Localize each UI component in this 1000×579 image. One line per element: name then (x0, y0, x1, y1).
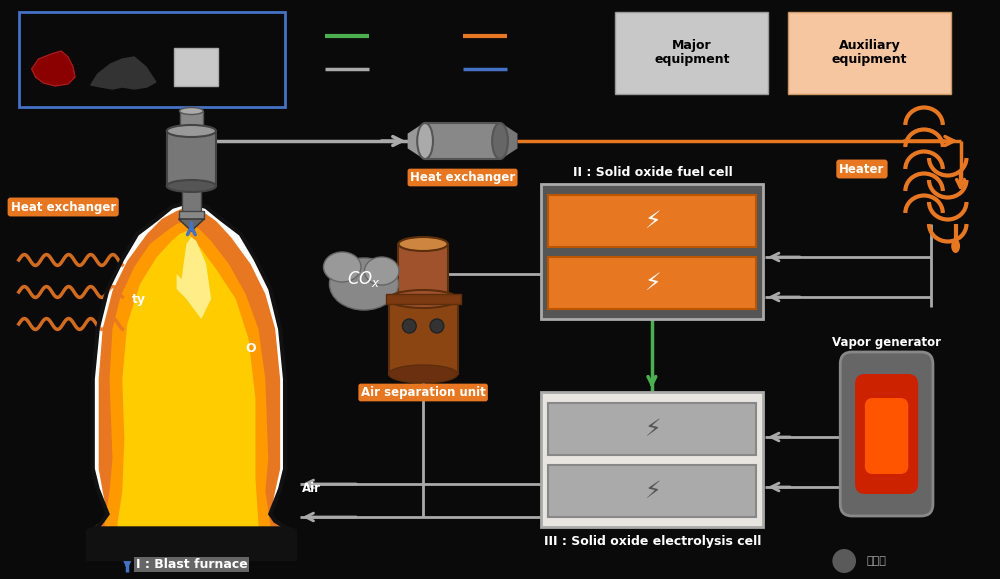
Circle shape (832, 549, 856, 573)
FancyBboxPatch shape (179, 211, 204, 219)
FancyBboxPatch shape (548, 403, 756, 455)
Text: II : Solid oxide fuel cell: II : Solid oxide fuel cell (573, 166, 732, 179)
FancyBboxPatch shape (855, 374, 918, 494)
FancyBboxPatch shape (788, 12, 951, 94)
FancyBboxPatch shape (541, 392, 763, 527)
Text: Heater: Heater (839, 163, 885, 175)
FancyBboxPatch shape (548, 257, 756, 309)
Polygon shape (179, 219, 204, 231)
Text: ty: ty (132, 292, 146, 306)
Circle shape (430, 319, 444, 333)
Polygon shape (177, 237, 211, 319)
Polygon shape (117, 231, 262, 557)
Ellipse shape (167, 125, 216, 137)
Ellipse shape (389, 290, 458, 308)
FancyBboxPatch shape (19, 12, 285, 107)
Text: Air: Air (302, 482, 321, 496)
Polygon shape (88, 527, 295, 559)
FancyBboxPatch shape (167, 131, 216, 186)
Ellipse shape (492, 123, 508, 159)
Polygon shape (91, 57, 156, 89)
FancyBboxPatch shape (180, 111, 203, 131)
FancyBboxPatch shape (615, 12, 768, 94)
FancyBboxPatch shape (865, 398, 908, 474)
Ellipse shape (417, 123, 433, 159)
Text: III : Solid oxide electrolysis cell: III : Solid oxide electrolysis cell (544, 535, 761, 548)
Text: Heat exchanger: Heat exchanger (410, 171, 515, 184)
FancyBboxPatch shape (548, 465, 756, 517)
Ellipse shape (324, 252, 361, 282)
Text: 碳氢记: 碳氢记 (867, 556, 887, 566)
FancyBboxPatch shape (541, 184, 763, 319)
Text: Heat exchanger: Heat exchanger (11, 200, 116, 214)
FancyBboxPatch shape (182, 185, 201, 213)
FancyBboxPatch shape (398, 244, 448, 299)
Text: $CO_x$: $CO_x$ (347, 269, 381, 289)
FancyBboxPatch shape (840, 352, 933, 516)
Ellipse shape (180, 108, 203, 115)
Text: Auxiliary
equipment: Auxiliary equipment (832, 38, 907, 67)
Text: ⚡: ⚡ (644, 271, 661, 295)
Text: Vapor generator: Vapor generator (832, 336, 941, 349)
Ellipse shape (398, 237, 448, 251)
Text: ⚡: ⚡ (644, 479, 661, 503)
Polygon shape (408, 123, 425, 159)
Ellipse shape (167, 180, 216, 192)
Ellipse shape (329, 258, 398, 310)
Polygon shape (88, 207, 290, 557)
Polygon shape (500, 123, 517, 159)
FancyBboxPatch shape (548, 195, 756, 247)
Ellipse shape (364, 257, 399, 285)
Text: O: O (246, 343, 256, 356)
Text: ⚡: ⚡ (644, 209, 661, 233)
Text: Major
equipment: Major equipment (654, 38, 730, 67)
Ellipse shape (389, 365, 458, 383)
Polygon shape (105, 221, 275, 557)
FancyBboxPatch shape (174, 48, 218, 86)
Text: I : Blast furnace: I : Blast furnace (136, 558, 247, 571)
Polygon shape (88, 201, 295, 559)
FancyBboxPatch shape (425, 123, 500, 159)
FancyBboxPatch shape (389, 299, 458, 374)
Text: ⚡: ⚡ (644, 417, 661, 441)
FancyBboxPatch shape (386, 294, 461, 304)
Ellipse shape (951, 239, 960, 253)
Circle shape (402, 319, 416, 333)
Text: Air separation unit: Air separation unit (361, 386, 485, 399)
Polygon shape (32, 51, 75, 86)
